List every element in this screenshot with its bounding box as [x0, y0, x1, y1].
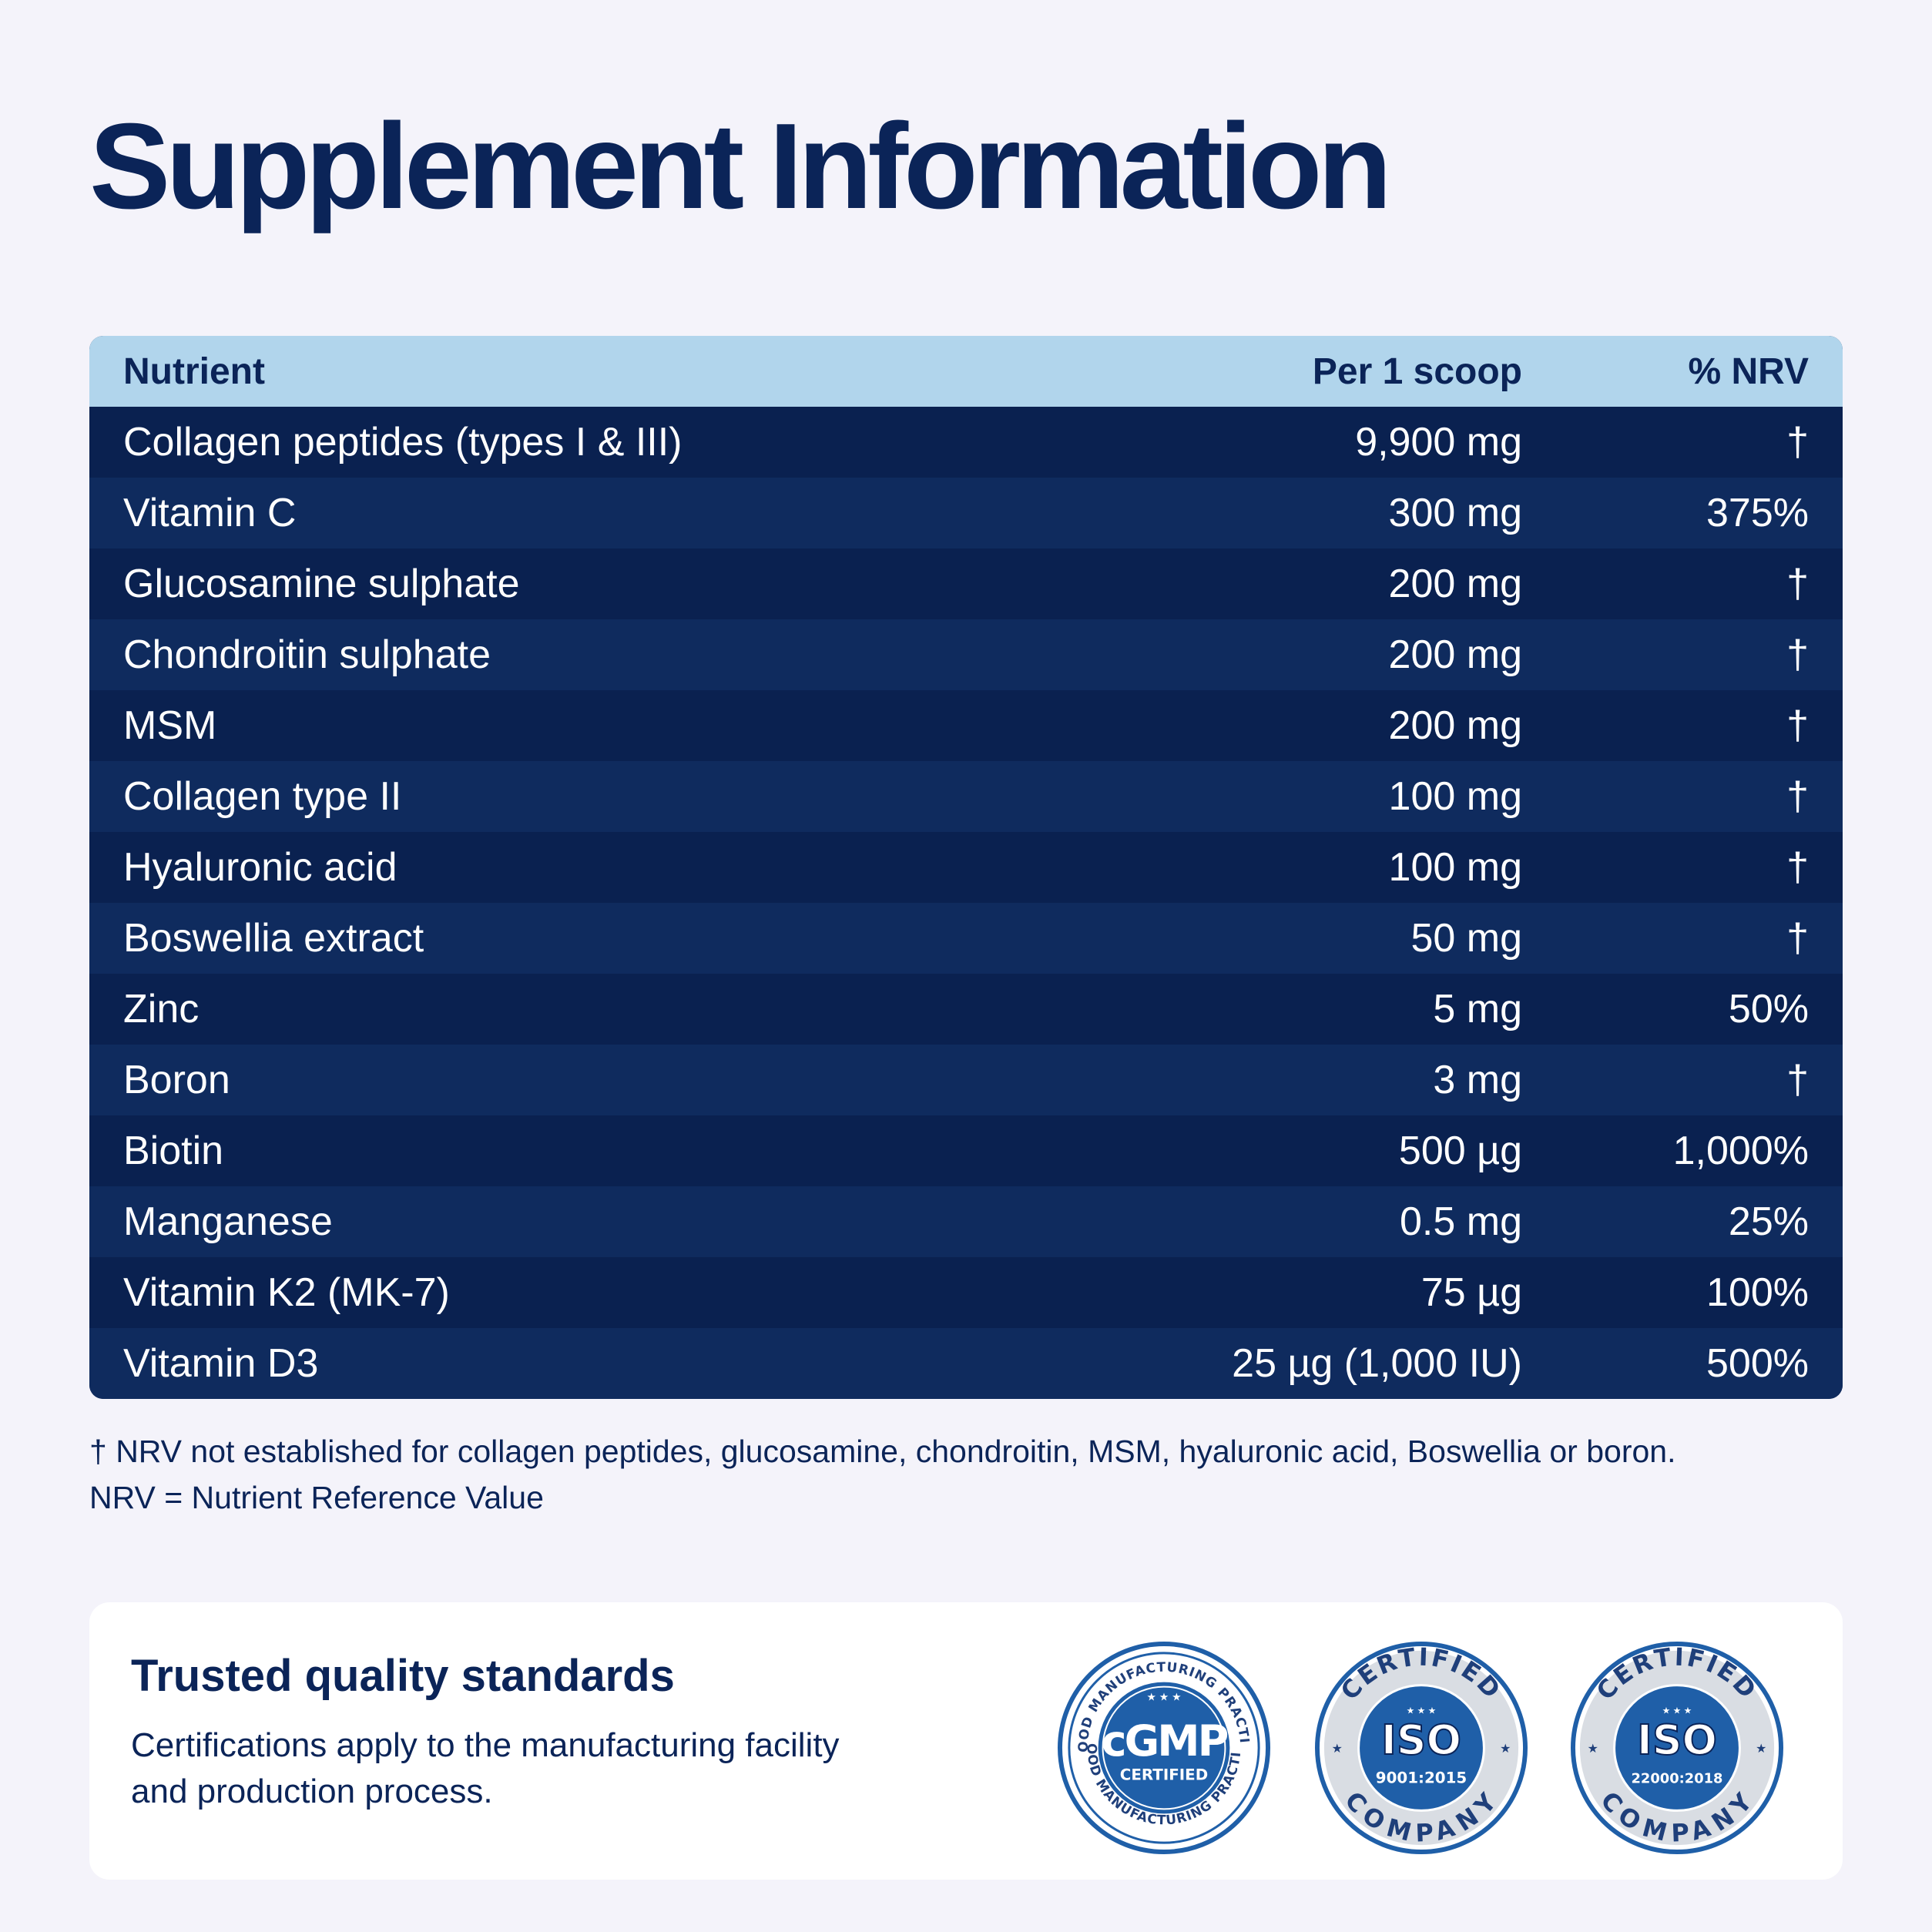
nutrient-name: Vitamin K2 (MK-7): [123, 1270, 450, 1315]
table-row: Zinc 5 mg 50%: [89, 974, 1843, 1045]
nutrient-amount: 5 mg: [1433, 987, 1522, 1031]
nutrient-name: Vitamin D3: [123, 1341, 319, 1386]
table-row: Glucosamine sulphate 200 mg †: [89, 548, 1843, 619]
table-row: MSM 200 mg †: [89, 690, 1843, 761]
nutrient-amount: 100 mg: [1388, 774, 1522, 819]
nutrient-name: Collagen peptides (types I & III): [123, 420, 683, 465]
table-row: Vitamin D3 25 µg (1,000 IU) 500%: [89, 1328, 1843, 1399]
table-row: Vitamin K2 (MK-7) 75 µg 100%: [89, 1257, 1843, 1328]
nutrient-name: Vitamin C: [123, 491, 297, 535]
iso-22000-badge-main: ISO: [1637, 1716, 1717, 1764]
quality-standards-text: Certifications apply to the manufacturin…: [131, 1726, 840, 1810]
nutrient-nrv: 500%: [1706, 1341, 1809, 1386]
nutrient-nrv: †: [1786, 1058, 1809, 1102]
nutrient-name: Boron: [123, 1058, 230, 1102]
table-row: Chondroitin sulphate 200 mg †: [89, 619, 1843, 690]
nutrient-nrv: 1,000%: [1672, 1129, 1809, 1173]
svg-text:★: ★: [1588, 1742, 1598, 1756]
footnotes: † NRV not established for collagen pepti…: [89, 1430, 1843, 1519]
nutrient-amount: 200 mg: [1388, 632, 1522, 677]
svg-text:★ ★ ★: ★ ★ ★: [1662, 1705, 1692, 1716]
nutrient-nrv: 100%: [1706, 1270, 1809, 1315]
nrv-definition: NRV = Nutrient Reference Value: [89, 1480, 544, 1515]
nutrient-name: Manganese: [123, 1199, 333, 1244]
supplement-facts-table: Nutrient Per 1 scoop % NRV Collagen pept…: [89, 336, 1843, 1399]
nutrient-amount: 500 µg: [1398, 1129, 1522, 1173]
iso-9001-badge-icon: CERTIFIED COMPANY ★ ★ ★ ★ ★ ISO 9001:201…: [1314, 1641, 1528, 1855]
nrv-footnote: † NRV not established for collagen pepti…: [89, 1434, 1676, 1469]
nutrient-amount: 25 µg (1,000 IU): [1232, 1341, 1522, 1386]
column-header-amount: Per 1 scoop: [1312, 351, 1522, 392]
table-row: Vitamin C 300 mg 375%: [89, 478, 1843, 548]
nutrient-amount: 75 µg: [1420, 1270, 1522, 1315]
nutrient-name: Boswellia extract: [123, 916, 424, 961]
svg-text:★ ★ ★: ★ ★ ★: [1407, 1705, 1437, 1716]
nutrient-nrv: †: [1786, 845, 1809, 890]
cgmp-badge-main: cGMP: [1102, 1716, 1228, 1766]
nutrient-nrv: †: [1786, 420, 1809, 465]
nutrient-name: Glucosamine sulphate: [123, 562, 520, 606]
nutrient-nrv: †: [1786, 562, 1809, 606]
quality-standards-title: Trusted quality standards: [131, 1651, 675, 1701]
iso-9001-badge-sub: 9001:2015: [1376, 1769, 1467, 1787]
nutrient-name: Biotin: [123, 1129, 224, 1173]
nutrient-amount: 0.5 mg: [1400, 1199, 1522, 1244]
nutrient-nrv: 25%: [1728, 1199, 1809, 1244]
table-body: Collagen peptides (types I & III) 9,900 m…: [89, 407, 1843, 1399]
iso-22000-badge-sub: 22000:2018: [1632, 1771, 1723, 1787]
svg-text:★: ★: [1756, 1742, 1766, 1756]
table-header-row: Nutrient Per 1 scoop % NRV: [89, 336, 1843, 407]
nutrient-amount: 3 mg: [1433, 1058, 1522, 1102]
svg-text:★ ★ ★: ★ ★ ★: [1146, 1690, 1181, 1702]
nutrient-name: MSM: [123, 703, 217, 748]
nutrient-nrv: 375%: [1706, 491, 1809, 535]
nutrient-amount: 300 mg: [1388, 491, 1522, 535]
nutrient-name: Hyaluronic acid: [123, 845, 397, 890]
nutrient-amount: 50 mg: [1410, 916, 1522, 961]
table-row: Collagen peptides (types I & III) 9,900 m…: [89, 407, 1843, 478]
nutrient-name: Zinc: [123, 987, 200, 1031]
nutrient-nrv: †: [1786, 774, 1809, 819]
nutrient-nrv: †: [1786, 916, 1809, 961]
nutrient-amount: 200 mg: [1388, 562, 1522, 606]
table-row: Boswellia extract 50 mg †: [89, 903, 1843, 974]
nutrient-amount: 200 mg: [1388, 703, 1522, 748]
table-row: Boron 3 mg †: [89, 1045, 1843, 1115]
cgmp-badge-sub: CERTIFIED: [1120, 1766, 1208, 1784]
nutrient-amount: 9,900 mg: [1355, 420, 1522, 465]
nutrient-nrv: †: [1786, 632, 1809, 677]
table-row: Manganese 0.5 mg 25%: [89, 1186, 1843, 1257]
nutrient-name: Collagen type II: [123, 774, 402, 819]
iso-22000-badge-icon: CERTIFIED COMPANY ★ ★ ★ ★ ★ ISO 22000:20…: [1570, 1641, 1784, 1855]
svg-text:★: ★: [1332, 1742, 1343, 1756]
quality-standards-card: Trusted quality standards Certifications…: [89, 1602, 1843, 1880]
table-row: Hyaluronic acid 100 mg †: [89, 832, 1843, 903]
svg-text:★: ★: [1500, 1742, 1511, 1756]
nutrient-nrv: 50%: [1728, 987, 1809, 1031]
nutrient-amount: 100 mg: [1388, 845, 1522, 890]
nutrient-name: Chondroitin sulphate: [123, 632, 491, 677]
nutrient-nrv: †: [1786, 703, 1809, 748]
table-row: Collagen type II 100 mg †: [89, 761, 1843, 832]
column-header-nrv: % NRV: [1688, 351, 1810, 392]
column-header-nutrient: Nutrient: [123, 351, 265, 392]
cgmp-badge-icon: GOOD MANUFACTURING PRACTICE GOOD MANUFAC…: [1057, 1641, 1271, 1855]
iso-9001-badge-main: ISO: [1381, 1716, 1461, 1764]
page-title: Supplement Information: [89, 99, 1392, 234]
table-row: Biotin 500 µg 1,000%: [89, 1115, 1843, 1186]
